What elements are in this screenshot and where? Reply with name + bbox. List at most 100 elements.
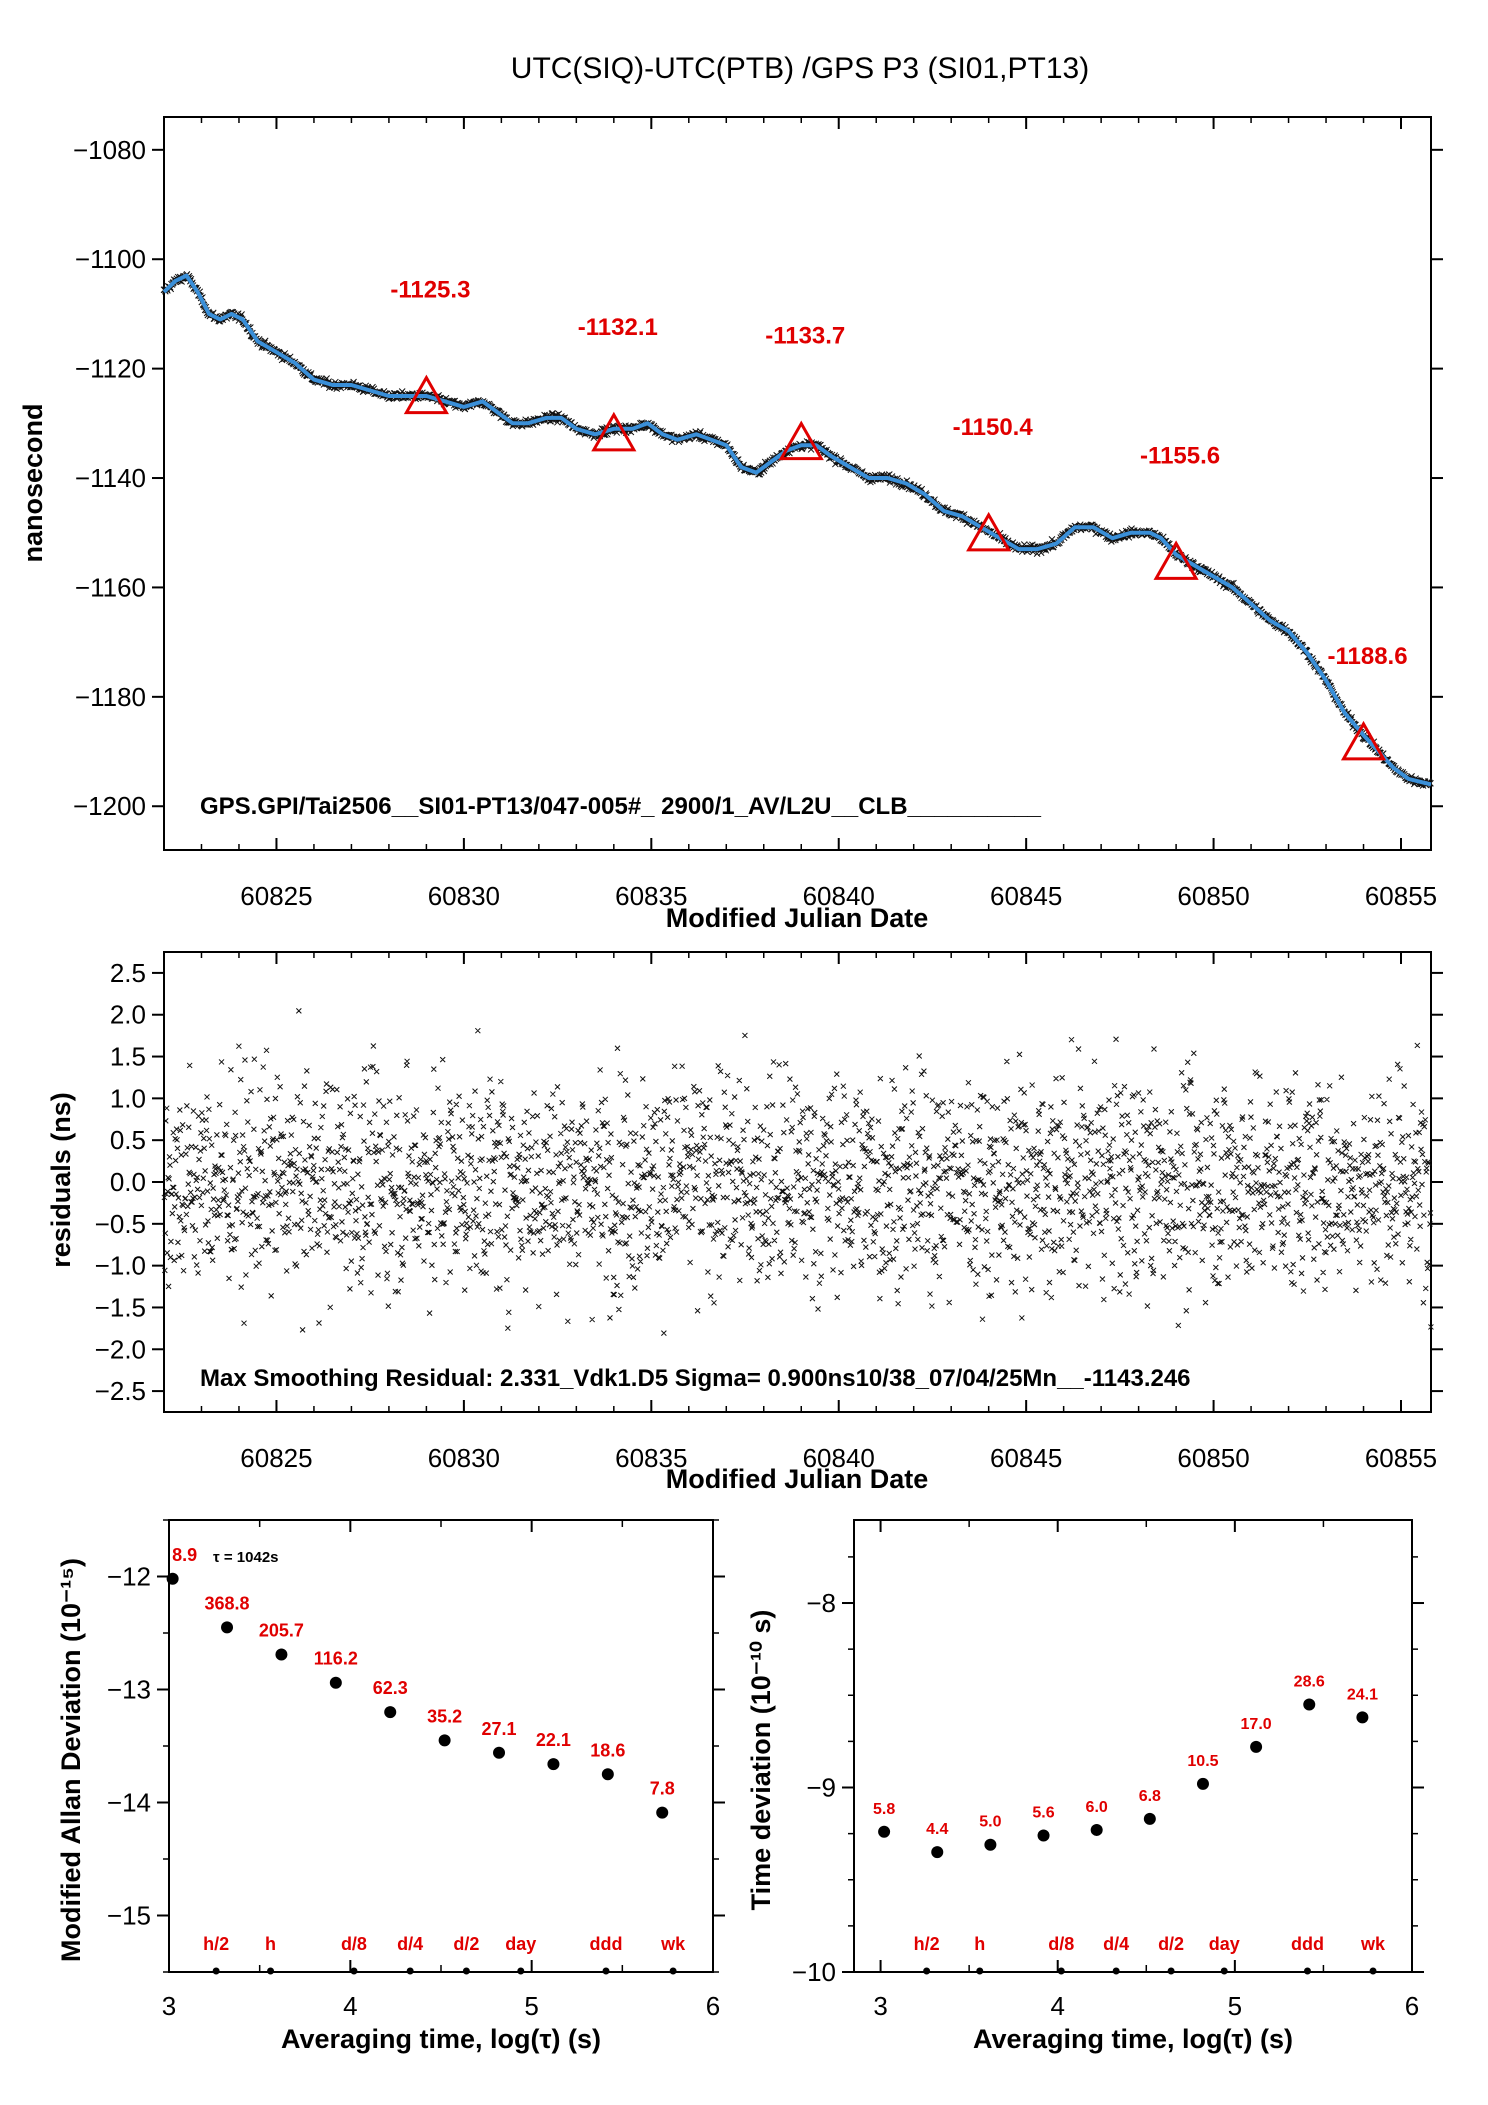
adev-point: [438, 1734, 451, 1747]
main-marker-label: -1150.4: [953, 414, 1034, 441]
tdev-point-label: 5.6: [1032, 1804, 1054, 1821]
tdev-point: [984, 1838, 997, 1851]
residual-points: [161, 1007, 1434, 1336]
residuals-y-tick-label: −2.0: [95, 1334, 146, 1364]
tdev-point-label: 5.0: [979, 1814, 1001, 1831]
tdev-time-mark-label: d/4: [1103, 1934, 1129, 1954]
main-marker-label: -1188.6: [1327, 643, 1407, 670]
main-x-axis-label: Modified Julian Date: [666, 903, 929, 933]
main-x-tick-label: 60830: [428, 881, 500, 911]
tdev-point-label: 5.8: [873, 1801, 895, 1818]
residuals-x-axis-label: Modified Julian Date: [666, 1464, 929, 1494]
residuals-x-tick-label: 60840: [803, 1443, 875, 1473]
tdev-point: [1143, 1812, 1156, 1825]
main-y-tick-label: −1180: [75, 682, 146, 712]
tdev-time-mark-dot: [1220, 1967, 1228, 1975]
adev-time-mark-dot: [462, 1967, 470, 1975]
tdev-y-axis-label: Time deviation (10⁻¹⁰ s): [746, 1610, 776, 1911]
adev-point: [547, 1758, 560, 1771]
tdev-time-mark-label: day: [1209, 1934, 1240, 1954]
adev-point: [329, 1676, 342, 1689]
residuals-x-tick-label: 60855: [1365, 1443, 1437, 1473]
residuals-y-tick-label: −1.0: [95, 1251, 146, 1281]
adev-time-mark-dot: [350, 1967, 358, 1975]
adev-time-mark-label: wk: [660, 1934, 686, 1954]
adev-time-mark-dot: [212, 1967, 220, 1975]
residuals-y-tick-label: 1.5: [110, 1042, 146, 1072]
adev-point-label: 35.2: [427, 1706, 462, 1726]
adev-time-mark-label: ddd: [590, 1934, 623, 1954]
adev-point-label: 18.6: [590, 1740, 625, 1760]
tdev-point: [1303, 1698, 1316, 1711]
tdev-x-tick-label: 5: [1228, 1991, 1242, 2021]
main-triangle-marker: [966, 511, 1012, 552]
adev-point: [493, 1746, 506, 1759]
adev-x-axis-label: Averaging time, log(τ) (s): [281, 2024, 601, 2054]
tdev-time-mark-dot: [923, 1967, 931, 1975]
adev-x-tick-label: 3: [162, 1991, 176, 2021]
main-triangle-marker: [403, 374, 449, 415]
adev-point: [166, 1572, 179, 1585]
adev-x-tick-label: 6: [706, 1991, 720, 2021]
adev-y-tick-label: −14: [107, 1788, 151, 1818]
tdev-point: [1037, 1829, 1050, 1842]
tdev-point-label: 10.5: [1187, 1753, 1218, 1770]
chart-title: UTC(SIQ)-UTC(PTB) /GPS P3 (SI01,PT13): [511, 52, 1089, 85]
main-y-tick-label: −1080: [73, 135, 146, 165]
adev-point-label: 7.8: [650, 1779, 675, 1799]
main-marker-label: -1133.7: [765, 323, 845, 350]
residuals-y-tick-label: 2.5: [110, 958, 146, 988]
adev-time-mark-dot: [669, 1967, 677, 1975]
adev-point: [656, 1806, 669, 1819]
tdev-point-label: 6.8: [1139, 1788, 1161, 1805]
tdev-point-label: 4.4: [926, 1821, 948, 1838]
residuals-y-tick-label: 1.0: [110, 1083, 146, 1113]
residuals-y-tick-label: −2.5: [95, 1376, 146, 1406]
adev-point-label: 368.8: [205, 1593, 250, 1613]
main-marker-label: -1132.1: [578, 314, 658, 341]
residuals-y-tick-label: 2.0: [110, 1000, 146, 1030]
adev-time-mark-label: h: [265, 1934, 276, 1954]
chart-marks-layer: 60825 60830 60835 60840 60845 60850 60855 −1080…: [73, 117, 1443, 2021]
tdev-time-mark-label: d/2: [1158, 1934, 1184, 1954]
tdev-x-axis-label: Averaging time, log(τ) (s): [973, 2024, 1293, 2054]
adev-y-tick-label: −13: [107, 1675, 151, 1705]
adev-y-tick-label: −15: [107, 1901, 151, 1931]
residuals-x-tick-label: 60835: [615, 1443, 687, 1473]
adev-time-mark-label: d/8: [341, 1934, 367, 1954]
main-y-tick-label: −1100: [75, 244, 146, 274]
main-x-tick-label: 60850: [1177, 881, 1249, 911]
residuals-y-axis-label: residuals (ns): [46, 1092, 76, 1268]
tdev-time-mark-label: h/2: [914, 1934, 940, 1954]
tdev-point: [1090, 1823, 1103, 1836]
tau-note: τ = 1042s: [213, 1549, 279, 1566]
tdev-time-mark-label: h: [974, 1934, 985, 1954]
tdev-point-label: 6.0: [1086, 1799, 1108, 1816]
residuals-x-tick-label: 60845: [990, 1443, 1062, 1473]
tdev-time-mark-dot: [1369, 1967, 1377, 1975]
tdev-time-mark-dot: [1057, 1967, 1065, 1975]
main-x-tick-label: 60855: [1365, 881, 1437, 911]
main-y-axis-label: nanosecond: [18, 403, 48, 562]
residuals-x-tick-label: 60850: [1177, 1443, 1249, 1473]
adev-plot-frame: [168, 1519, 714, 1973]
main-triangle-marker: [1340, 720, 1387, 761]
tdev-point: [1196, 1777, 1209, 1790]
tdev-y-tick-label: −8: [806, 1588, 836, 1618]
residuals-y-tick-label: −1.5: [95, 1292, 146, 1322]
residuals-x-tick-label: 60825: [240, 1443, 312, 1473]
adev-point-label: 62.3: [373, 1678, 408, 1698]
tdev-point-label: 28.6: [1294, 1673, 1325, 1690]
main-x-tick-label: 60835: [615, 881, 687, 911]
adev-time-mark-label: d/4: [397, 1934, 423, 1954]
residuals-y-tick-label: 0.0: [110, 1167, 146, 1197]
tdev-x-tick-label: 6: [1405, 1991, 1419, 2021]
main-note: GPS.GPI/Tai2506__SI01-PT13/047-005#_ 290…: [200, 793, 1042, 820]
tdev-x-tick-label: 4: [1050, 1991, 1064, 2021]
main-marker-label: -1155.6: [1140, 442, 1220, 469]
tdev-point: [931, 1846, 944, 1859]
adev-point: [221, 1621, 234, 1634]
tdev-point: [1356, 1711, 1369, 1724]
tdev-time-mark-label: d/8: [1048, 1934, 1074, 1954]
